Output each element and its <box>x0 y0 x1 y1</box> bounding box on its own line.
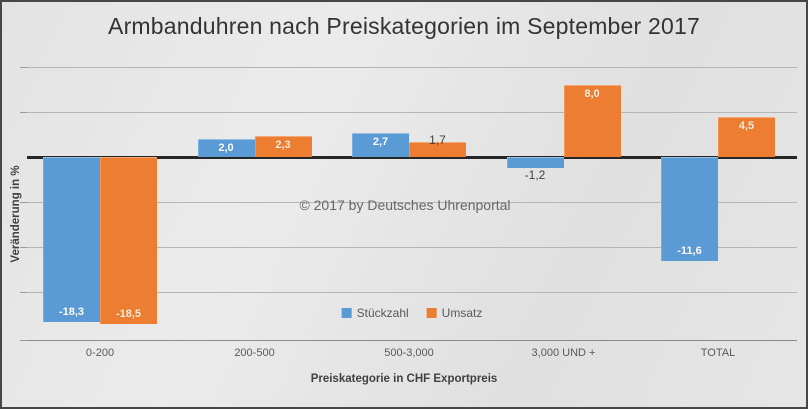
bar-value-label: 4,5 <box>738 119 755 132</box>
axis-tick <box>20 340 27 341</box>
axis-tick <box>20 247 27 248</box>
bar-Stückzahl-500-3,000 <box>352 132 409 157</box>
bar-Umsatz-0-200 <box>100 157 157 324</box>
bar-Stückzahl-200-500 <box>197 139 255 157</box>
copyright-annotation: © 2017 by Deutsches Uhrenportal <box>299 197 511 213</box>
axis-tick <box>20 292 27 293</box>
axis-tick <box>20 112 27 113</box>
gridline <box>27 292 797 293</box>
bar-Stückzahl-TOTAL <box>661 157 718 262</box>
legend-marker-orange-icon <box>426 308 437 318</box>
legend-item-umsatz: Umsatz <box>426 306 483 320</box>
bar-value-label: -18,5 <box>115 307 142 320</box>
gridline <box>27 67 797 68</box>
bar-Stückzahl-3,000 UND + <box>506 157 564 168</box>
bar-value-label: -1,2 <box>524 167 546 182</box>
bar-value-label: 8,0 <box>584 88 600 100</box>
x-tick-label-200-500: 200-500 <box>234 347 275 359</box>
axis-tick <box>20 202 27 203</box>
bar-value-label: -18,3 <box>58 305 85 318</box>
gridline <box>27 112 797 113</box>
zero-baseline <box>27 156 797 159</box>
bar-Umsatz-TOTAL <box>718 116 775 157</box>
chart-title: Armbanduhren nach Preiskategorien im Sep… <box>108 13 700 39</box>
legend-item-stueckzahl: Stückzahl <box>341 306 409 320</box>
bar-Umsatz-3,000 UND + <box>563 85 621 157</box>
bar-value-label: -11,6 <box>677 245 702 258</box>
x-axis-title: Preiskategorie in CHF Exportpreis <box>310 373 498 385</box>
bar-Umsatz-500-3,000 <box>409 141 466 157</box>
bar-value-label: 2,3 <box>275 139 291 152</box>
bar-value-label: 1,7 <box>429 132 446 147</box>
legend-marker-blue-icon <box>341 308 352 318</box>
legend-label-umsatz: Umsatz <box>441 306 483 320</box>
x-tick-label-3,000 UND +: 3,000 UND + <box>531 347 596 359</box>
bar-Stückzahl-0-200 <box>43 157 100 322</box>
bar-value-label: 2,7 <box>372 135 389 148</box>
y-axis-title: Veränderung in % <box>10 165 22 263</box>
x-tick-label-TOTAL: TOTAL <box>700 347 736 359</box>
x-tick-label-0-200: 0-200 <box>85 347 115 359</box>
legend: Stückzahl Umsatz <box>341 306 483 320</box>
gridline <box>27 202 797 203</box>
x-tick-label-500-3,000: 500-3,000 <box>384 347 434 359</box>
axis-tick <box>20 67 27 68</box>
bar-Umsatz-200-500 <box>254 136 312 157</box>
gridline <box>27 247 797 248</box>
x-axis-line <box>27 340 797 341</box>
legend-label-stueckzahl: Stückzahl <box>356 306 409 320</box>
bar-value-label: 2,0 <box>218 142 234 154</box>
